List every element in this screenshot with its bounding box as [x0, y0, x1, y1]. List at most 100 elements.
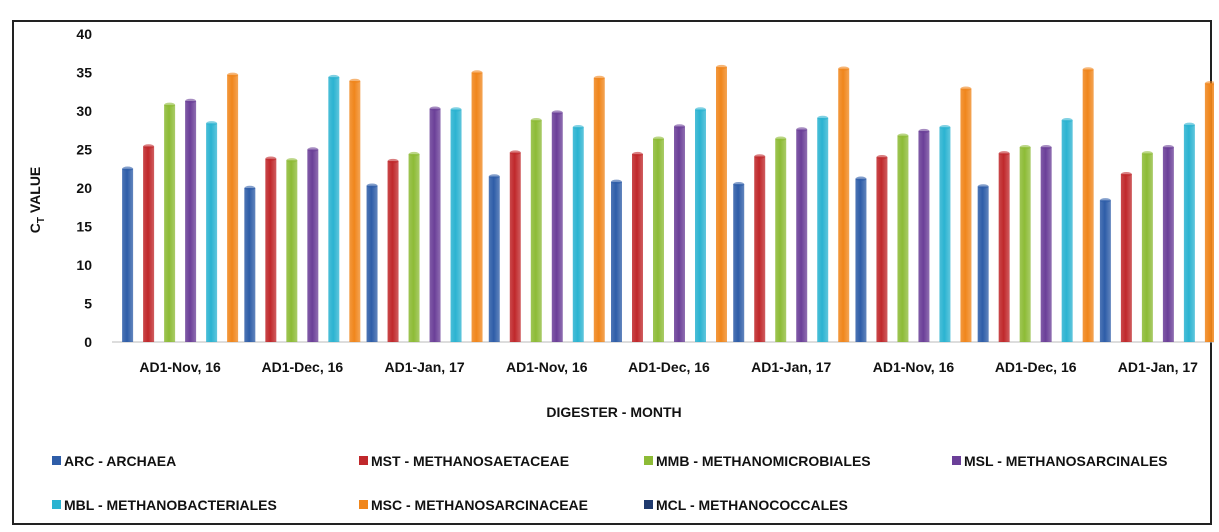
bar-cap: [1162, 144, 1174, 150]
y-axis-title-rest: VALUE: [27, 167, 43, 217]
y-tick-label: 25: [76, 142, 92, 158]
bar-cap: [1141, 151, 1153, 156]
bar-arc: [244, 188, 256, 342]
bar-mmb: [775, 138, 787, 342]
bar-arc: [733, 184, 745, 342]
x-axis-ticks: AD1-Nov, 16 AD1-Dec, 16 AD1-Jan, 17 AD1-Nov…: [139, 359, 1198, 375]
bar-cap: [855, 176, 867, 181]
y-axis-title-subscript: T: [36, 217, 47, 223]
bar-mmb: [1141, 153, 1153, 342]
legend-label-mcl: MCL - METHANOCOCCALES: [656, 497, 848, 513]
x-axis-title: DIGESTER - MONTH: [546, 404, 681, 420]
bar-cap: [387, 158, 399, 164]
bar-cap: [716, 64, 727, 70]
bar-cap: [471, 70, 483, 75]
bar-cap: [286, 158, 298, 163]
bar-cap: [918, 128, 930, 134]
bar-mst: [632, 154, 643, 342]
y-tick-label: 10: [76, 257, 92, 273]
bar-arc: [366, 185, 378, 342]
bar-msl: [1040, 147, 1052, 342]
bar-msl: [429, 108, 441, 342]
bar-cap: [674, 124, 685, 129]
bar-arc: [1099, 200, 1111, 342]
bar-cap: [1061, 118, 1073, 123]
bar-mmb: [530, 120, 542, 343]
chart-frame: 0 5 10 15 20 25 30 35 40 AD1-Nov, 16 AD1-Dec, 16 A…: [12, 20, 1214, 525]
bar-mbl: [1061, 120, 1073, 343]
legend-swatch-msl: [952, 456, 961, 465]
bar-mmb: [408, 154, 420, 342]
bar-mbl: [695, 109, 706, 343]
bar-msl: [918, 131, 930, 342]
bar-mmb: [164, 104, 176, 342]
bar-cap: [1040, 144, 1052, 150]
y-tick-label: 30: [76, 103, 92, 119]
bar-mst: [998, 153, 1010, 342]
bar-mbl: [206, 123, 218, 342]
legend: ARC - ARCHAEA MST - METHANOSAETACEAE MMB -…: [52, 453, 1168, 513]
y-tick-label: 35: [76, 65, 92, 81]
bar-cap: [488, 174, 500, 179]
bar-cap: [611, 179, 622, 185]
bar-mbl: [450, 109, 462, 343]
bar-msl: [551, 112, 563, 342]
x-tick-label: AD1-Nov, 16: [139, 359, 221, 375]
bar-cap: [1204, 81, 1214, 86]
bar-cap: [551, 110, 563, 115]
bar-cap: [185, 98, 197, 104]
bar-arc: [977, 186, 989, 342]
bar-cap: [733, 181, 745, 187]
bar-cap: [122, 166, 134, 171]
bar-msl: [307, 149, 319, 342]
bar-msc: [838, 68, 850, 343]
bar-msl: [1162, 147, 1174, 342]
bar-mst: [143, 146, 155, 342]
bar-mmb: [653, 138, 664, 342]
bar-mbl: [328, 77, 340, 342]
bar-arc: [488, 176, 500, 342]
y-tick-label: 0: [84, 334, 92, 350]
bar-cap: [244, 185, 256, 191]
bar-arc: [855, 178, 867, 342]
bar-cap: [817, 115, 829, 121]
bar-msc: [349, 80, 361, 342]
bar-msl: [796, 129, 808, 342]
legend-swatch-mst: [359, 456, 368, 465]
legend-label-msl: MSL - METHANOSARCINALES: [964, 453, 1168, 469]
bar-cap: [695, 107, 706, 112]
bar-cap: [653, 136, 664, 141]
legend-label-arc: ARC - ARCHAEA: [64, 453, 176, 469]
bar-cap: [960, 86, 972, 91]
bar-cap: [632, 151, 643, 157]
bar-cap: [796, 127, 808, 132]
bar-mst: [1120, 174, 1132, 342]
bar-mbl: [939, 127, 951, 342]
bar-msc: [227, 74, 239, 342]
y-tick-label: 20: [76, 180, 92, 196]
bar-mst: [265, 158, 277, 342]
bar-cap: [1120, 171, 1132, 177]
legend-label-mmb: MMB - METHANOMICROBIALES: [656, 453, 871, 469]
bar-cap: [1099, 198, 1111, 203]
legend-swatch-mcl: [644, 500, 653, 509]
bar-cap: [429, 106, 441, 111]
x-tick-label: AD1-Dec, 16: [995, 359, 1077, 375]
y-tick-label: 5: [84, 296, 92, 312]
bar-mmb: [897, 135, 909, 342]
bar-cap: [265, 156, 277, 161]
bar-mst: [509, 152, 521, 342]
bar-mbl: [572, 127, 584, 342]
bar-cap: [349, 78, 361, 84]
bar-mst: [754, 156, 766, 342]
bar-cap: [143, 144, 155, 149]
bar-arc: [611, 181, 622, 342]
x-tick-label: AD1-Nov, 16: [506, 359, 588, 375]
bar-cap: [530, 118, 542, 123]
bar-mst: [387, 161, 399, 342]
legend-label-mbl: MBL - METHANOBACTERIALES: [64, 497, 277, 513]
bar-cap: [593, 75, 605, 81]
bar-msc: [716, 67, 727, 343]
bar-mst: [876, 157, 888, 342]
bar-cap: [572, 124, 584, 130]
